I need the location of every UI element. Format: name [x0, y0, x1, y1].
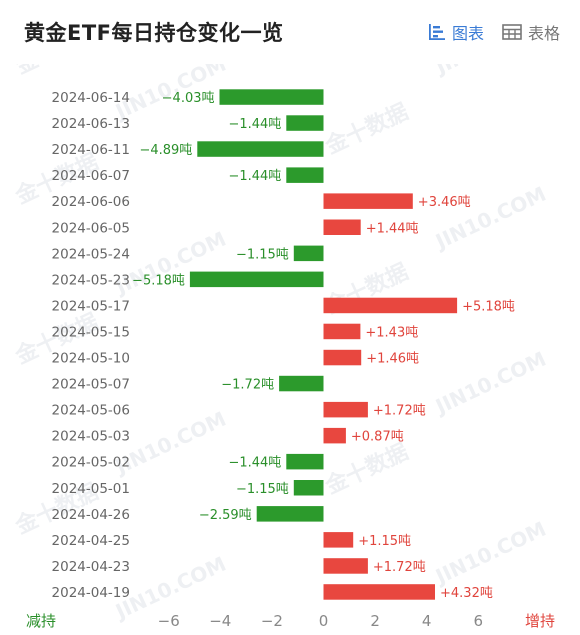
- bar: [256, 506, 324, 522]
- watermark-text: JIN10.COM: [110, 227, 229, 300]
- bar: [197, 141, 324, 157]
- data-label: −1.15吨: [236, 247, 289, 262]
- x-tick-label: 4: [422, 612, 432, 630]
- watermark-text: 金十数据: [11, 64, 103, 80]
- category-label: 2024-04-19: [52, 585, 130, 601]
- data-label: +1.15吨: [358, 534, 411, 549]
- watermark-text: JIN10.COM: [430, 517, 549, 590]
- bar: [293, 480, 324, 496]
- data-label: +4.32吨: [440, 586, 493, 601]
- data-label: +3.46吨: [418, 195, 471, 210]
- category-label: 2024-04-23: [52, 559, 130, 575]
- bar: [323, 323, 361, 340]
- decrease-axis-label: 减持: [26, 612, 56, 630]
- category-label: 2024-05-24: [52, 246, 130, 262]
- tab-table-label: 表格: [528, 24, 561, 43]
- increase-axis-label: 增持: [525, 612, 555, 630]
- x-tick-label: −4: [209, 612, 231, 630]
- bar: [323, 219, 361, 235]
- page-title: 黄金ETF每日持仓变化一览: [24, 21, 284, 45]
- data-label: +1.72吨: [373, 560, 426, 575]
- x-tick-label: 0: [319, 612, 329, 630]
- value-labels: −4.03吨 −1.44吨 −4.89吨 −1.44吨 +3.46吨 +1.44吨 −1.1…: [132, 91, 515, 601]
- watermark-text: JIN10.COM: [430, 182, 549, 255]
- tab-chart-label: 图表: [452, 24, 485, 43]
- bar: [323, 349, 362, 366]
- bar: [323, 584, 435, 600]
- data-label: +1.43吨: [365, 326, 418, 341]
- tab-table[interactable]: 表格: [502, 21, 560, 43]
- data-label: −4.03吨: [162, 91, 215, 106]
- data-label: −1.15吨: [236, 482, 289, 497]
- category-label: 2024-04-25: [52, 533, 130, 549]
- data-label: −4.89吨: [139, 143, 192, 158]
- category-label: 2024-06-14: [52, 90, 130, 106]
- bar: [219, 89, 324, 105]
- data-label: −1.72吨: [221, 378, 274, 393]
- data-label: +5.18吨: [462, 299, 515, 314]
- category-label: 2024-06-06: [52, 194, 130, 210]
- bar: [323, 193, 413, 209]
- category-label: 2024-05-15: [52, 325, 130, 341]
- data-label: +1.44吨: [366, 221, 419, 236]
- x-axis: −6 −4 −2 0 2 4 6 减持 增持: [26, 612, 555, 630]
- bars-layer: [189, 89, 458, 600]
- category-label: 2024-06-07: [52, 168, 130, 184]
- category-label: 2024-05-10: [52, 351, 130, 367]
- bar: [293, 245, 324, 262]
- data-label: −1.44吨: [228, 117, 281, 132]
- category-label: 2024-05-03: [52, 429, 130, 445]
- data-label: +0.87吨: [351, 430, 404, 445]
- category-label: 2024-05-02: [52, 455, 130, 471]
- watermark-text: 金十数据: [321, 99, 413, 160]
- header: 黄金ETF每日持仓变化一览 图表 表格: [0, 0, 580, 64]
- x-tick-label: −6: [158, 612, 180, 630]
- x-tick-label: 6: [474, 612, 484, 630]
- category-label: 2024-06-05: [52, 220, 130, 236]
- holdings-change-chart: 金十数据JIN10.COMJIN10.COM金十数据金十数据JIN10.COMJ…: [11, 64, 555, 630]
- category-label: 2024-05-06: [52, 403, 130, 419]
- category-label: 2024-04-26: [52, 507, 130, 523]
- watermark-text: JIN10.COM: [430, 64, 549, 79]
- data-label: −1.44吨: [228, 456, 281, 471]
- watermark-text: JIN10.COM: [430, 347, 549, 420]
- bar: [323, 401, 368, 418]
- table-icon: [502, 24, 522, 40]
- data-label: +1.72吨: [373, 404, 426, 419]
- category-label: 2024-05-01: [52, 481, 130, 497]
- category-label: 2024-06-13: [52, 116, 130, 132]
- data-label: +1.46吨: [366, 352, 419, 367]
- data-label: −1.44吨: [228, 169, 281, 184]
- data-label: −2.59吨: [199, 508, 252, 523]
- data-label: −5.18吨: [132, 273, 185, 288]
- bar: [279, 375, 324, 392]
- bar: [286, 453, 324, 470]
- tab-chart[interactable]: 图表: [428, 21, 484, 43]
- bar: [323, 558, 368, 574]
- category-label: 2024-05-17: [52, 298, 130, 314]
- bar: [323, 427, 346, 444]
- x-tick-label: 2: [370, 612, 380, 630]
- watermark-text: 金十数据: [321, 439, 413, 500]
- category-label: 2024-06-11: [52, 142, 130, 158]
- bar: [323, 297, 458, 314]
- category-label: 2024-05-23: [52, 272, 130, 288]
- bar: [323, 532, 354, 548]
- category-labels: 2024-06-14 2024-06-13 2024-06-11 2024-06-07…: [52, 90, 130, 601]
- bar: [286, 167, 324, 183]
- bar: [286, 115, 324, 131]
- bar-chart-icon: [429, 24, 445, 40]
- category-label: 2024-05-07: [52, 377, 130, 393]
- bar: [189, 271, 324, 288]
- x-tick-label: −2: [261, 612, 283, 630]
